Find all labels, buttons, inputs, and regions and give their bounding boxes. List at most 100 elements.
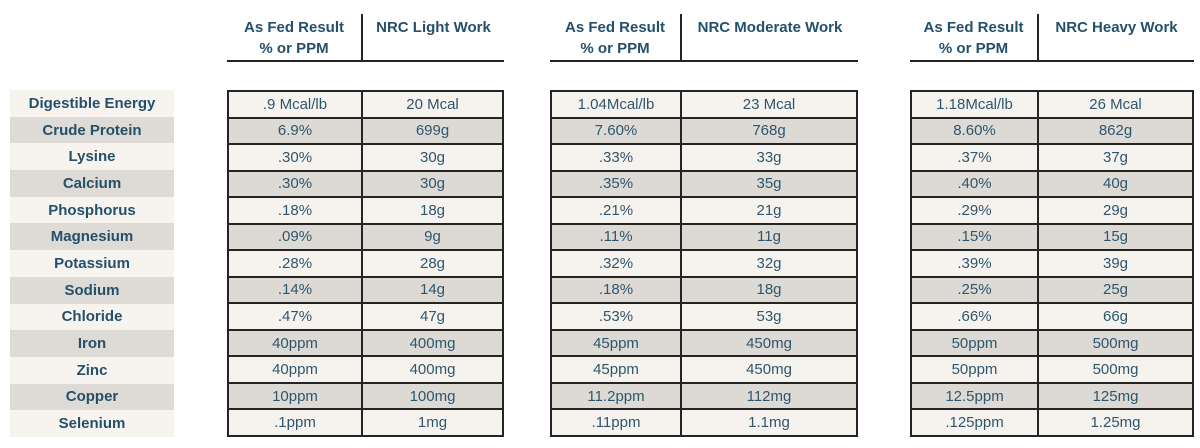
table-row: .14% 14g [229, 277, 502, 303]
value-cell: 50ppm [912, 357, 1037, 382]
value-cell: 125mg [1039, 383, 1192, 409]
table-row: 10ppm 100mg [229, 383, 502, 409]
value-cell: .125ppm [912, 410, 1037, 435]
value-cell: 1.04Mcal/lb [552, 92, 680, 117]
value-cell: .28% [229, 251, 361, 276]
as-fed-header: As Fed Result % or PPM [910, 14, 1037, 60]
table-row: 50ppm 500mg [912, 330, 1192, 356]
table-row: 12.5ppm 125mg [912, 383, 1192, 409]
value-cell: .18% [229, 198, 361, 223]
table-row: .18% 18g [552, 277, 856, 303]
value-cell: 23 Mcal [682, 92, 856, 117]
table-row: 8.60% 862g [912, 118, 1192, 144]
value-cell: 66g [1039, 304, 1192, 329]
value-cell: 45ppm [552, 330, 680, 356]
table-row: .66% 66g [912, 304, 1192, 329]
as-fed-header: As Fed Result % or PPM [550, 14, 680, 60]
value-cell: 30g [363, 145, 502, 170]
value-cell: .11% [552, 224, 680, 250]
value-cell: 29g [1039, 198, 1192, 223]
value-cell: .14% [229, 277, 361, 303]
value-cell: 112mg [682, 383, 856, 409]
value-cell: 1.25mg [1039, 410, 1192, 435]
table-row: 40ppm 400mg [229, 357, 502, 382]
row-label: Sodium [10, 276, 174, 304]
value-cell: 18g [682, 277, 856, 303]
value-cell: 1.1mg [682, 410, 856, 435]
value-cell: .25% [912, 277, 1037, 303]
value-cell: 39g [1039, 251, 1192, 276]
value-cell: 26 Mcal [1039, 92, 1192, 117]
table-row: .37% 37g [912, 145, 1192, 170]
value-cell: 12.5ppm [912, 383, 1037, 409]
value-cell: .32% [552, 251, 680, 276]
value-cell: 862g [1039, 118, 1192, 144]
value-cell: 32g [682, 251, 856, 276]
value-cell: 1mg [363, 410, 502, 435]
value-cell: .11ppm [552, 410, 680, 435]
row-label: Digestible Energy [10, 90, 174, 117]
value-cell: 47g [363, 304, 502, 329]
value-cell: .9 Mcal/lb [229, 92, 361, 117]
value-cell: .09% [229, 224, 361, 250]
table-row: 50ppm 500mg [912, 357, 1192, 382]
value-cell: .39% [912, 251, 1037, 276]
header-moderate-work: As Fed Result % or PPM NRC Moderate Work [550, 14, 858, 62]
table-row: .09% 9g [229, 224, 502, 250]
value-cell: .21% [552, 198, 680, 223]
row-label: Chloride [10, 303, 174, 331]
table-row: .40% 40g [912, 171, 1192, 197]
table-row: .11% 11g [552, 224, 856, 250]
table-row: 1.04Mcal/lb 23 Mcal [552, 92, 856, 117]
value-cell: .30% [229, 145, 361, 170]
value-cell: .1ppm [229, 410, 361, 435]
row-label: Phosphorus [10, 196, 174, 224]
table-row: 45ppm 450mg [552, 357, 856, 382]
value-cell: .47% [229, 304, 361, 329]
value-cell: 14g [363, 277, 502, 303]
value-cell: .15% [912, 224, 1037, 250]
value-cell: 768g [682, 118, 856, 144]
value-cell: 8.60% [912, 118, 1037, 144]
value-cell: 400mg [363, 357, 502, 382]
value-cell: 50ppm [912, 330, 1037, 356]
value-cell: 1.18Mcal/lb [912, 92, 1037, 117]
data-table: 1.18Mcal/lb 26 Mcal 8.60% 862g .37% 37g .40% 40… [910, 90, 1194, 437]
data-table: 1.04Mcal/lb 23 Mcal 7.60% 768g .33% 33g .35% 35… [550, 90, 858, 437]
value-cell: .40% [912, 171, 1037, 197]
table-row: .25% 25g [912, 277, 1192, 303]
value-cell: 18g [363, 198, 502, 223]
value-cell: .35% [552, 171, 680, 197]
row-label: Copper [10, 383, 174, 411]
value-cell: 500mg [1039, 330, 1192, 356]
value-cell: 699g [363, 118, 502, 144]
value-cell: 15g [1039, 224, 1192, 250]
value-cell: 25g [1039, 277, 1192, 303]
table-row: .32% 32g [552, 251, 856, 276]
row-label: Selenium [10, 410, 174, 437]
table-row: 6.9% 699g [229, 118, 502, 144]
nrc-moderate-work-header: NRC Moderate Work [680, 14, 858, 60]
row-label: Magnesium [10, 223, 174, 251]
table-row: 45ppm 450mg [552, 330, 856, 356]
table-row: .53% 53g [552, 304, 856, 329]
row-label: Lysine [10, 143, 174, 171]
value-cell: .29% [912, 198, 1037, 223]
table-row: .1ppm 1mg [229, 410, 502, 435]
table-row: .15% 15g [912, 224, 1192, 250]
row-labels: Digestible Energy Crude Protein Lysine Calc… [10, 90, 174, 437]
table-row: .29% 29g [912, 198, 1192, 223]
value-cell: 40ppm [229, 357, 361, 382]
value-cell: 30g [363, 171, 502, 197]
as-fed-header-line2: % or PPM [938, 40, 1009, 57]
table-row: .28% 28g [229, 251, 502, 276]
row-label: Crude Protein [10, 116, 174, 144]
value-cell: 400mg [363, 330, 502, 356]
value-cell: 28g [363, 251, 502, 276]
as-fed-header-line2: % or PPM [580, 40, 650, 57]
row-label: Calcium [10, 170, 174, 197]
header-light-work: As Fed Result % or PPM NRC Light Work [227, 14, 504, 62]
table-row: 1.18Mcal/lb 26 Mcal [912, 92, 1192, 117]
as-fed-header-line1: As Fed Result [564, 19, 666, 36]
